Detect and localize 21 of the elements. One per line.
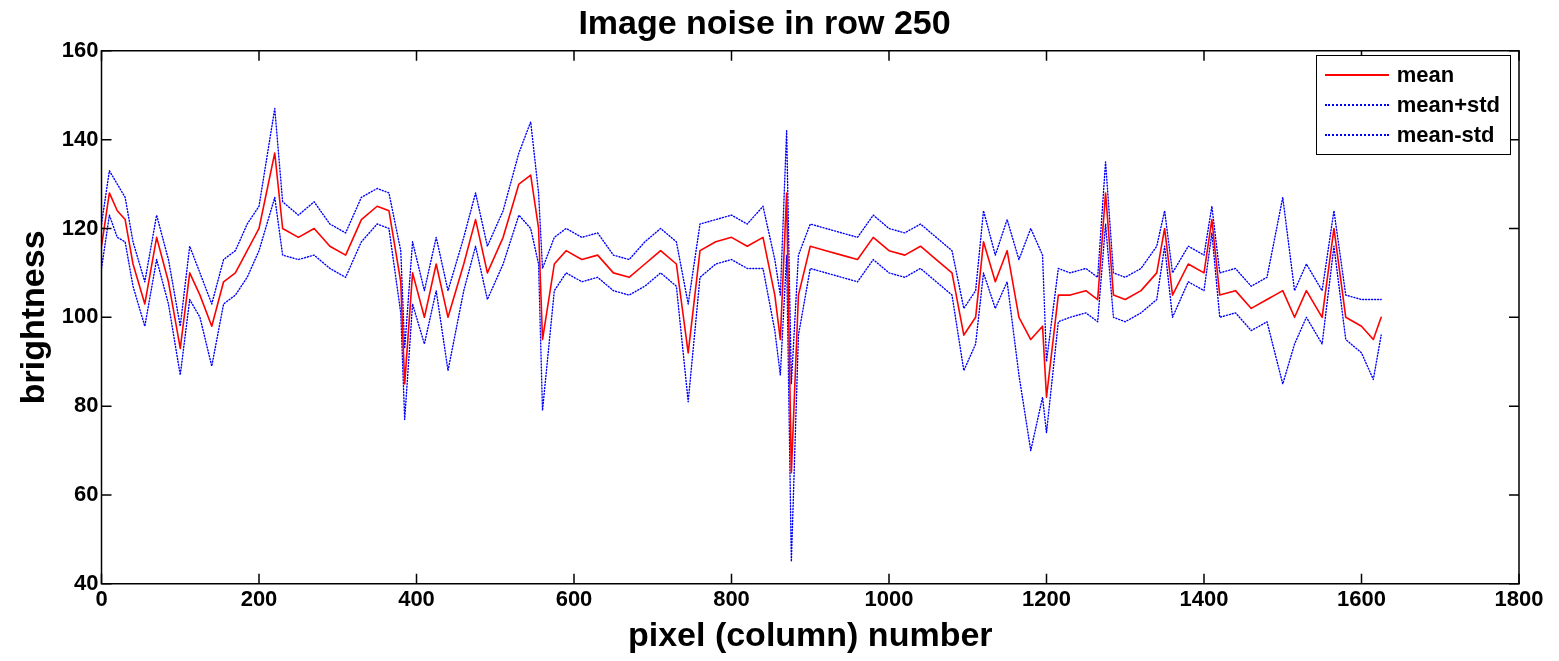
y-tick-label: 140 bbox=[61, 125, 99, 151]
x-tick-label: 800 bbox=[713, 586, 750, 612]
x-tick-label: 1400 bbox=[1179, 586, 1229, 612]
y-tick-label: 80 bbox=[74, 392, 99, 418]
x-axis-title: pixel (column) number bbox=[627, 614, 993, 653]
x-tick-label: 1800 bbox=[1494, 586, 1544, 612]
chart-title: Image noise in row 250 bbox=[578, 2, 951, 41]
x-tick-label: 200 bbox=[240, 586, 278, 612]
x-tick-label: 400 bbox=[398, 586, 435, 612]
y-tick-label: 60 bbox=[74, 481, 99, 507]
x-tick-label: 600 bbox=[555, 586, 593, 612]
y-tick-label: 120 bbox=[61, 214, 99, 240]
legend-label: mean bbox=[1396, 61, 1455, 88]
y-tick-label: 100 bbox=[61, 303, 99, 329]
x-tick-label: 1200 bbox=[1022, 586, 1071, 612]
y-tick-label: 160 bbox=[61, 36, 99, 62]
legend-label: mean+std bbox=[1396, 91, 1500, 118]
legend-label: mean-std bbox=[1396, 121, 1495, 148]
x-tick-label: 1000 bbox=[864, 586, 914, 612]
x-tick-label: 1600 bbox=[1337, 586, 1386, 612]
y-axis-title: brightness bbox=[12, 230, 51, 405]
